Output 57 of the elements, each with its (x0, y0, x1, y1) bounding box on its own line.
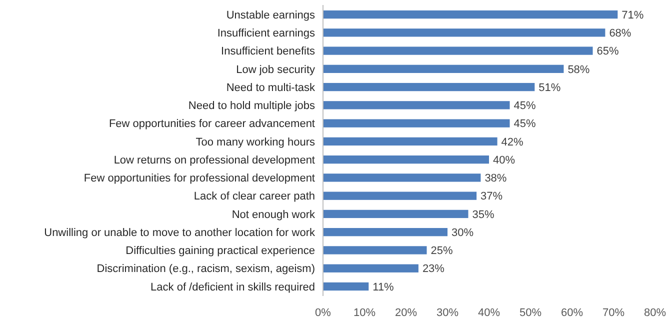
x-tick-label: 30% (436, 307, 459, 319)
data-label: 37% (480, 190, 503, 203)
y-tick-label: Difficulties gaining practical experience (126, 245, 315, 258)
data-label: 11% (372, 281, 394, 294)
y-tick-label: Not enough work (232, 208, 316, 221)
x-tick-label: 10% (353, 307, 376, 319)
bar (323, 192, 477, 200)
bar (323, 264, 418, 272)
y-tick-label: Need to hold multiple jobs (188, 100, 316, 112)
bar (323, 101, 510, 110)
data-label: 40% (493, 154, 516, 166)
y-tick-label: Need to multi-task (226, 82, 316, 94)
y-tick-label: Few opportunities for professional development (84, 172, 315, 185)
data-label: 30% (452, 226, 474, 239)
bar (323, 282, 369, 291)
data-label: 45% (514, 100, 536, 112)
data-label: 58% (568, 64, 590, 76)
y-tick-label: Low returns on professional development (114, 154, 315, 166)
bar (323, 228, 448, 236)
y-tick-label: Unwilling or unable to move to another location for work (44, 226, 316, 239)
y-tick-label: Unstable earnings (226, 9, 316, 22)
data-label: 23% (422, 263, 445, 276)
y-tick-label: Discrimination (e.g., racism, sexism, ageism) (96, 263, 315, 276)
bar (323, 155, 489, 164)
data-label: 45% (514, 118, 536, 130)
bar (323, 174, 481, 182)
bar (323, 82, 535, 92)
y-tick-label: Insufficient earnings (217, 28, 316, 40)
x-tick-label: 0% (315, 307, 332, 319)
bar (323, 137, 498, 146)
data-label: 38% (484, 172, 507, 185)
y-tick-label: Lack of /deficient in skills required (150, 281, 315, 294)
x-tick-label: 50% (519, 307, 542, 319)
data-label: 71% (622, 9, 644, 22)
y-tick-label: Lack of clear career path (194, 190, 315, 203)
x-tick-label: 80% (644, 307, 666, 319)
bar (323, 246, 427, 254)
bar (323, 119, 510, 128)
data-label: 25% (430, 245, 453, 258)
bar (323, 46, 593, 55)
y-tick-label: Insufficient benefits (221, 46, 316, 58)
y-tick-label: Few opportunities for career advancement (108, 118, 315, 130)
x-tick-label: 20% (394, 307, 418, 319)
data-label: 68% (609, 28, 632, 40)
y-tick-label: Low job security (236, 64, 316, 76)
data-label: 42% (501, 136, 524, 148)
y-tick-label: Too many working hours (196, 136, 316, 148)
bar (323, 10, 618, 19)
data-label: 51% (538, 82, 561, 94)
bar (323, 210, 468, 218)
x-tick-label: 40% (478, 307, 500, 319)
x-tick-label: 70% (602, 307, 625, 319)
bar (323, 64, 564, 73)
bar (323, 28, 606, 37)
x-tick-label: 60% (560, 307, 584, 319)
data-label: 65% (596, 46, 619, 58)
data-label: 35% (472, 208, 494, 221)
